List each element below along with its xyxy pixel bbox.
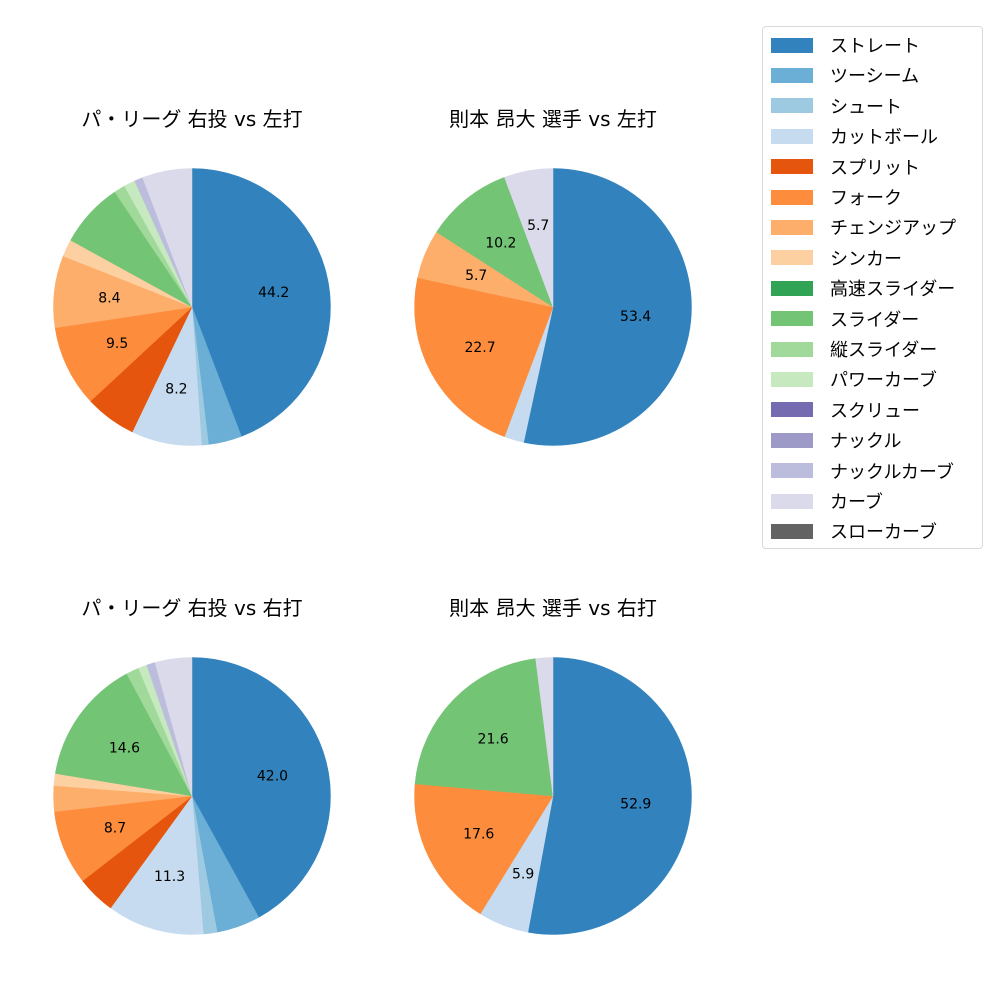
legend-item: フォーク	[771, 182, 902, 212]
chart-title: 則本 昂大 選手 vs 左打	[449, 107, 657, 131]
legend-swatch	[771, 67, 813, 83]
pie-slice	[55, 673, 193, 797]
slice-percent-label: 10.2	[485, 235, 516, 251]
legend-label: 高速スライダー	[830, 279, 956, 301]
pie: 44.2 8.2 9.5 8.4	[53, 168, 331, 446]
slice-percent-label: 42.0	[257, 768, 288, 784]
legend-item: ナックル	[771, 425, 901, 455]
pie-slice	[527, 657, 692, 935]
pie-slice	[523, 168, 692, 446]
legend-item: スクリュー	[771, 395, 920, 425]
legend-label: スプリット	[830, 157, 920, 179]
legend-item: カットボール	[771, 121, 938, 151]
pie-slice	[110, 795, 204, 935]
pie-slice	[142, 168, 193, 308]
legend-item: シュート	[771, 91, 902, 121]
legend-item: スローカーブ	[771, 516, 937, 546]
legend-label: カーブ	[830, 492, 883, 513]
legend-label: ナックル	[830, 431, 902, 453]
legend-label: スライダー	[830, 309, 920, 331]
slice-percent-label: 52.9	[620, 797, 651, 813]
legend-label: ナックルカーブ	[830, 461, 954, 483]
pie: 52.9 5.9 17.6 21.6	[414, 657, 692, 935]
legend-swatch	[771, 280, 813, 296]
legend-swatch	[771, 189, 813, 205]
legend-swatch	[771, 37, 813, 53]
legend-label: パワーカーブ	[830, 370, 937, 392]
pie-slice	[535, 657, 554, 797]
slice-percent-label: 14.6	[109, 741, 140, 757]
slice-percent-label: 22.7	[464, 340, 495, 356]
slice-percent-label: 53.4	[620, 309, 651, 325]
legend-label: シュート	[830, 96, 902, 118]
slice-percent-label: 5.7	[465, 268, 487, 284]
legend-label: 縦スライダー	[830, 340, 938, 361]
pie-chart-norimoto-vs-lhb: 則本 昂大 選手 vs 左打 53.4 22.7 5.7 10.2 5.7	[373, 95, 733, 495]
legend-item: チェンジアップ	[771, 212, 956, 242]
pie-slice	[414, 277, 554, 438]
legend-swatch	[771, 402, 813, 418]
legend-swatch	[771, 493, 813, 509]
pie: 42.0 11.3 8.7 14.6	[53, 657, 331, 935]
pie-slice	[436, 176, 554, 308]
slice-percent-label: 5.7	[527, 218, 549, 234]
legend-label: ツーシーム	[830, 66, 920, 88]
pie: 53.4 22.7 5.7 10.2 5.7	[414, 168, 692, 446]
legend-swatch	[771, 250, 813, 266]
legend-swatch	[771, 98, 813, 114]
legend-label: シンカー	[830, 248, 902, 270]
legend-item: ツーシーム	[771, 60, 919, 90]
pie-slice	[414, 658, 554, 797]
slice-percent-label: 8.2	[165, 382, 187, 398]
legend-label: スローカーブ	[830, 522, 937, 544]
pie-slice	[154, 657, 193, 797]
legend-item: シンカー	[771, 243, 902, 273]
legend-swatch	[771, 463, 813, 479]
slice-percent-label: 17.6	[463, 826, 494, 842]
pie-slice	[504, 168, 554, 308]
legend-swatch	[771, 128, 813, 144]
slice-percent-label: 8.4	[98, 291, 120, 307]
chart-title: 則本 昂大 選手 vs 右打	[449, 596, 657, 620]
legend-item: ストレート	[771, 30, 920, 60]
pie-slice	[191, 168, 331, 437]
slice-percent-label: 5.9	[512, 867, 534, 883]
pie-chart-norimoto-vs-rhb: 則本 昂大 選手 vs 右打 52.9 5.9 17.6 21.6	[373, 584, 733, 984]
slice-percent-label: 21.6	[478, 731, 509, 747]
legend-label: ストレート	[830, 36, 920, 57]
legend-swatch	[771, 432, 813, 448]
legend-item: 縦スライダー	[771, 334, 937, 364]
legend-item: パワーカーブ	[771, 364, 937, 394]
chart-title: パ・リーグ 右投 vs 左打	[81, 107, 303, 131]
legend-item: スプリット	[771, 152, 920, 182]
legend-swatch	[771, 523, 813, 539]
legend-item: ナックルカーブ	[771, 456, 954, 486]
legend-item: 高速スライダー	[771, 273, 955, 303]
legend-item: カーブ	[771, 486, 883, 516]
legend-label: カットボール	[830, 127, 938, 149]
pie-chart-league-rhp-vs-lhb: パ・リーグ 右投 vs 左打 44.2 8.2 9.5 8.4	[12, 95, 372, 495]
legend-label: スクリュー	[830, 400, 920, 422]
chart-title: パ・リーグ 右投 vs 右打	[81, 596, 303, 620]
pie-chart-league-rhp-vs-rhb: パ・リーグ 右投 vs 右打 42.0 11.3 8.7 14.6	[12, 584, 372, 984]
legend-label: フォーク	[830, 188, 902, 209]
legend-swatch	[771, 219, 813, 235]
pie-slice	[54, 306, 193, 402]
slice-percent-label: 8.7	[104, 820, 126, 836]
slice-percent-label: 44.2	[258, 285, 289, 301]
legend-swatch	[771, 371, 813, 387]
slice-percent-label: 11.3	[154, 869, 185, 885]
legend-swatch	[771, 159, 813, 175]
legend-item: スライダー	[771, 304, 919, 334]
slice-percent-label: 9.5	[106, 336, 128, 352]
legend: ストレートツーシームシュートカットボール スプリットフォークチェンジアップ シンカー…	[762, 26, 983, 549]
pie-slice	[414, 783, 554, 915]
legend-label: チェンジアップ	[830, 218, 956, 240]
legend-swatch	[771, 341, 813, 357]
pie-slice	[191, 657, 331, 918]
legend-swatch	[771, 311, 813, 327]
